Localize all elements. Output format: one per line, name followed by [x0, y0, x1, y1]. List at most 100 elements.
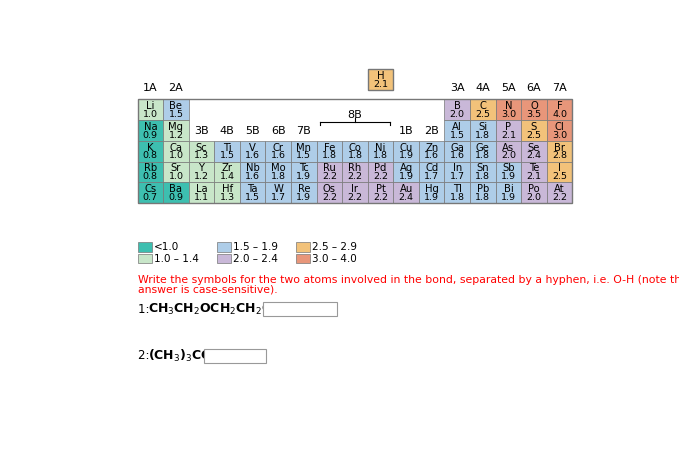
Text: Ru: Ru: [323, 164, 335, 173]
Text: 1.2: 1.2: [194, 172, 209, 181]
Text: 1.5: 1.5: [449, 130, 464, 140]
Text: 2.2: 2.2: [552, 193, 567, 202]
Text: 2.5: 2.5: [526, 130, 541, 140]
Bar: [368, 69, 393, 90]
Text: Pt: Pt: [375, 184, 386, 194]
Bar: [496, 161, 521, 183]
Text: Cu: Cu: [399, 142, 413, 153]
Bar: [240, 183, 265, 203]
Text: 2.0 – 2.4: 2.0 – 2.4: [233, 254, 278, 264]
Text: Pb: Pb: [477, 184, 489, 194]
Bar: [521, 183, 547, 203]
Text: H: H: [377, 71, 384, 81]
Text: 1A: 1A: [143, 83, 158, 93]
Text: Co: Co: [348, 142, 361, 153]
Text: 4.0: 4.0: [552, 110, 567, 119]
Bar: [368, 183, 393, 203]
Text: 2.2: 2.2: [322, 172, 337, 181]
Text: Au: Au: [399, 184, 413, 194]
Bar: [163, 120, 189, 141]
Bar: [163, 99, 189, 120]
Text: 1.5: 1.5: [168, 110, 183, 119]
Bar: [138, 120, 163, 141]
Text: Rh: Rh: [348, 164, 362, 173]
Text: 1.2: 1.2: [168, 130, 183, 140]
Text: B: B: [454, 101, 460, 111]
Text: 2.2: 2.2: [322, 193, 337, 202]
Bar: [217, 242, 231, 252]
Text: Ir: Ir: [352, 184, 359, 194]
Text: Tc: Tc: [299, 164, 309, 173]
Text: Mo: Mo: [271, 164, 286, 173]
Bar: [138, 242, 151, 252]
Text: Cs: Cs: [145, 184, 156, 194]
Bar: [547, 161, 572, 183]
Text: 1.0: 1.0: [143, 110, 158, 119]
Text: 1.1: 1.1: [194, 193, 209, 202]
Text: 1.8: 1.8: [475, 130, 490, 140]
Bar: [547, 183, 572, 203]
Text: 7A: 7A: [552, 83, 567, 93]
Bar: [445, 141, 470, 161]
Bar: [496, 141, 521, 161]
Bar: [215, 183, 240, 203]
Text: Bi: Bi: [504, 184, 513, 194]
Text: 2.2: 2.2: [373, 193, 388, 202]
Text: Al: Al: [452, 122, 462, 132]
Text: Se: Se: [528, 142, 540, 153]
Text: Tl: Tl: [453, 184, 462, 194]
Bar: [445, 183, 470, 203]
Bar: [240, 141, 265, 161]
Bar: [470, 99, 496, 120]
Bar: [547, 120, 572, 141]
Text: K: K: [147, 142, 153, 153]
Text: 0.8: 0.8: [143, 152, 158, 160]
Bar: [419, 161, 445, 183]
Bar: [138, 99, 163, 120]
Text: 2.0: 2.0: [449, 110, 464, 119]
Text: 1.9: 1.9: [399, 152, 414, 160]
Text: 3.5: 3.5: [526, 110, 542, 119]
Bar: [265, 161, 291, 183]
Bar: [393, 141, 419, 161]
Text: I: I: [558, 164, 561, 173]
Text: 2.1: 2.1: [373, 80, 388, 89]
Text: Rb: Rb: [144, 164, 157, 173]
Text: V: V: [249, 142, 256, 153]
Text: 1.0: 1.0: [168, 152, 183, 160]
Text: 4A: 4A: [475, 83, 490, 93]
Text: 1.7: 1.7: [271, 193, 286, 202]
Bar: [496, 183, 521, 203]
Text: Os: Os: [323, 184, 336, 194]
Text: answer is case-sensitive).: answer is case-sensitive).: [138, 284, 277, 294]
Text: 5B: 5B: [245, 126, 260, 136]
Text: 2.4: 2.4: [526, 152, 541, 160]
Text: Ga: Ga: [450, 142, 464, 153]
Text: 1.4: 1.4: [219, 172, 234, 181]
Bar: [547, 141, 572, 161]
Text: 2.0: 2.0: [526, 193, 541, 202]
Text: Cd: Cd: [425, 164, 439, 173]
Text: 2:: 2:: [138, 349, 153, 362]
Bar: [163, 183, 189, 203]
Text: 1.5 – 1.9: 1.5 – 1.9: [233, 242, 278, 252]
Text: Sn: Sn: [477, 164, 489, 173]
Text: 0.9: 0.9: [168, 193, 183, 202]
Text: 2.1: 2.1: [501, 130, 516, 140]
Text: 1.9: 1.9: [296, 172, 311, 181]
Text: Nb: Nb: [246, 164, 259, 173]
Bar: [342, 183, 368, 203]
Text: Ti: Ti: [223, 142, 232, 153]
Bar: [295, 254, 310, 263]
Text: Mg: Mg: [168, 122, 183, 132]
Bar: [138, 99, 572, 203]
Bar: [419, 141, 445, 161]
Text: Pd: Pd: [374, 164, 387, 173]
Text: 2.2: 2.2: [348, 172, 363, 181]
Text: Te: Te: [529, 164, 539, 173]
Text: Zr: Zr: [221, 164, 233, 173]
Text: 0.9: 0.9: [143, 130, 158, 140]
Text: Re: Re: [297, 184, 310, 194]
Text: Sb: Sb: [502, 164, 515, 173]
Bar: [138, 254, 151, 263]
